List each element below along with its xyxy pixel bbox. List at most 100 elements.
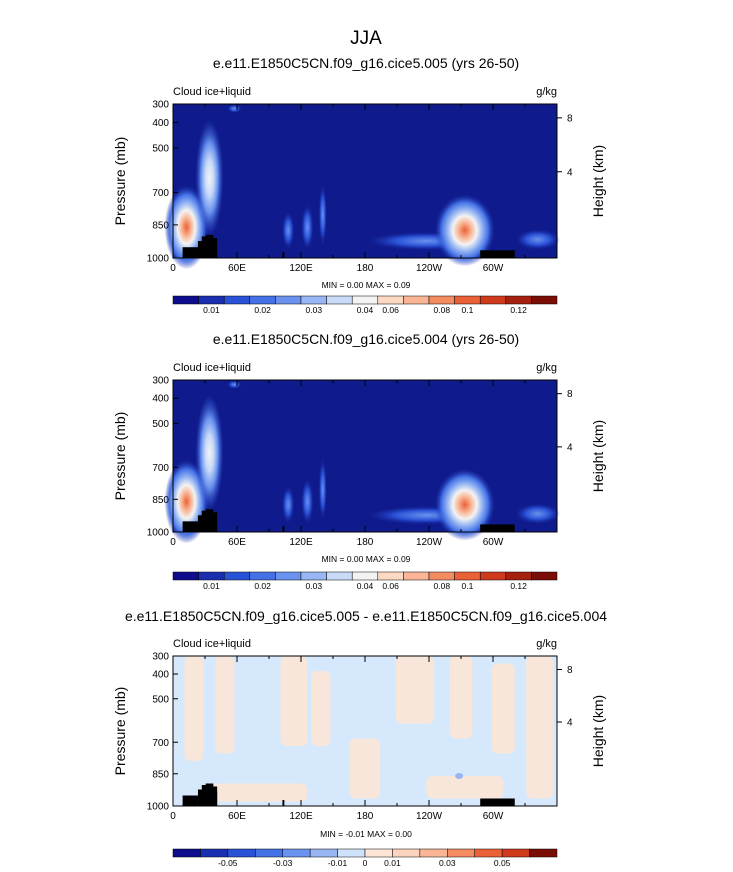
y-tick-label: 500 [152,419,169,430]
y-axis: 300 400 500 700 850 1000 [147,376,178,539]
colorbar-swatch [419,848,448,858]
y-tick-label: 700 [152,463,169,474]
x-tick-label: 60E [228,811,246,822]
colorbar-swatch [351,571,379,581]
land-bar-5 [209,786,218,806]
colorbar: 0.01 0.02 0.03 0.04 0.06 0.08 0.1 0.12 [172,571,558,591]
x-tick-label: 120E [289,537,313,548]
colorbar-swatch [505,295,532,305]
colorbar-swatch [249,295,276,305]
colorbar-swatch [198,571,225,581]
colorbar-label: 0.12 [510,581,527,591]
colorbar-swatch [454,571,481,581]
colorbar-swatch [529,848,558,858]
cloud-maritime-2 [301,479,314,524]
y-tick-label: 400 [152,670,169,681]
colorbar-label: 0 [363,858,368,868]
panel-1: e.e11.E1850C5CN.f09_g16.cice5.005 (yrs 2… [112,55,606,315]
cloud-max-america [434,468,495,541]
x-tick-label: 60E [228,263,246,274]
field-contours [164,104,560,270]
units-label: g/kg [536,362,557,374]
land-bar-1 [182,247,198,258]
colorbar-swatch [227,848,256,858]
y-tick-label: 300 [152,100,169,111]
colorbar-swatch [275,295,302,305]
cloud-max-america [434,194,495,267]
topography [182,783,515,806]
panel-2: e.e11.E1850C5CN.f09_g16.cice5.004 (yrs 2… [112,331,606,591]
positive-diff-region-3 [280,656,308,746]
colorbar: 0.01 0.02 0.03 0.04 0.06 0.08 0.1 0.12 [172,295,558,315]
y-axis-label: Pressure (mb) [112,687,128,776]
colorbar-swatch [454,295,481,305]
panels: e.e11.E1850C5CN.f09_g16.cice5.005 (yrs 2… [112,55,607,868]
x-axis: 0 60E 120E 180 120W 60W [170,656,526,822]
colorbar-swatch [223,571,251,581]
colorbar-swatch [198,295,225,305]
x-tick-label: 60W [483,537,504,548]
colorbar-swatch [479,295,507,305]
y-tick-label: 300 [152,652,169,663]
y-axis: 300 400 500 700 850 1000 [147,652,178,813]
positive-diff-region-8 [526,656,554,799]
x-tick-label: 120E [289,811,313,822]
min-max-label: MIN = 0.00 MAX = 0.09 [322,280,411,290]
colorbar-swatch [300,571,327,581]
positive-diff-region-10 [211,783,308,802]
colorbar-swatch [200,848,229,858]
y-tick-label: 850 [152,495,169,506]
colorbar-label: 0.08 [434,581,451,591]
colorbar-swatch [351,295,379,305]
colorbar-swatch [428,571,455,581]
cloud-maritime-1 [282,212,295,249]
y-tick-label: 850 [152,220,169,231]
colorbar-swatch [255,848,283,858]
land-bar-1 [182,521,198,532]
x-tick-label: 120E [289,263,313,274]
positive-diff-region-2 [215,656,235,754]
positive-diff-region-6 [449,656,473,739]
colorbar-swatch [282,848,311,858]
field-label: Cloud ice+liquid [173,638,251,650]
y-tick-label: 500 [152,143,169,154]
land-bar-8 [480,524,515,532]
field-contours [184,656,554,802]
land-bar-7 [282,251,285,258]
x-tick-label: 120W [416,811,443,822]
cloud-maritime-3 [318,459,327,520]
colorbar-swatch [249,571,276,581]
colorbar: -0.05 -0.03 -0.01 0 0.01 0.03 0.05 [172,848,558,868]
colorbar-swatch [403,571,430,581]
units-label: g/kg [536,638,557,650]
right-tick-label: 4 [567,167,573,178]
x-tick-label: 120W [416,537,443,548]
y-axis-label: Pressure (mb) [112,137,128,226]
panel-title: e.e11.E1850C5CN.f09_g16.cice5.004 (yrs 2… [213,331,519,347]
land-bar-5 [209,237,218,258]
colorbar-swatch [172,848,201,858]
colorbar-swatch [172,295,199,305]
y-axis: 300 400 500 700 850 1000 [147,100,178,265]
x-axis: 0 60E 120E 180 120W 60W [170,380,526,548]
cloud-maritime-1 [282,486,295,523]
y-tick-label: 300 [152,376,169,387]
x-tick-label: 180 [357,537,374,548]
plot-area [173,380,557,532]
colorbar-swatch [501,848,530,858]
y-tick-label: 700 [152,188,169,199]
land-bar-6 [213,792,218,806]
colorbar-label: 0.03 [306,305,323,315]
right-axis: 84 [557,389,573,453]
colorbar-swatch [337,848,366,858]
colorbar-label: 0.04 [357,581,374,591]
right-axis-label: Height (km) [590,145,606,217]
cloud-plume-arabia [195,394,224,511]
field-label: Cloud ice+liquid [173,362,251,374]
colorbar-swatch [505,571,532,581]
land-bar-7 [282,800,285,806]
y-tick-label: 500 [152,694,169,705]
positive-diff-region-1 [184,656,204,761]
panel-title: e.e11.E1850C5CN.f09_g16.cice5.005 - e.e1… [125,608,607,624]
positive-diff-region-7 [491,663,515,754]
